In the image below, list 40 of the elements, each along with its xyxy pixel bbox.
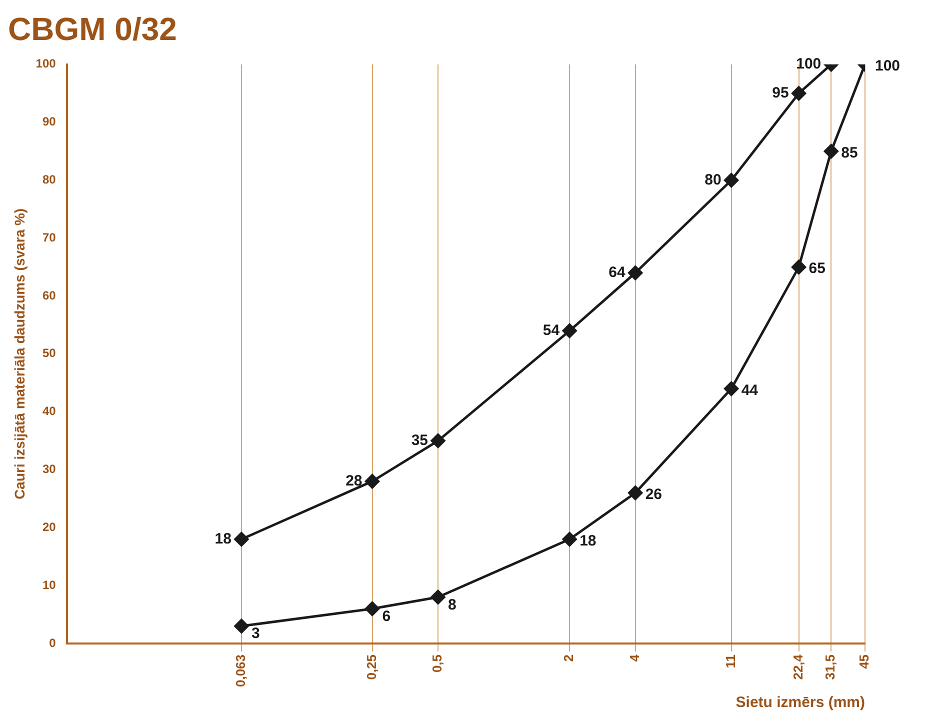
data-label: 85 [841,144,858,162]
data-label: 54 [542,322,560,339]
y-tick-label: 100 [36,56,56,71]
y-tick-label: 70 [42,230,56,244]
y-tick-label: 60 [42,288,56,302]
data-label: 100 [796,56,822,73]
y-tick-label: 80 [42,172,56,187]
data-label: 6 [382,608,391,625]
data-label: 8 [448,596,456,614]
data-label: 80 [704,171,722,188]
data-label: 44 [741,382,759,399]
data-label: 26 [645,486,662,504]
y-tick-label: 40 [42,404,56,418]
data-label: 28 [346,472,362,490]
x-tick-label: 0,25 [364,654,379,680]
x-tick-label: 45 [856,654,872,669]
data-label: 65 [808,260,826,278]
chart-title: CBGM 0/32 [8,11,177,48]
x-tick-label: 31,5 [822,654,838,680]
data-label: 64 [608,264,626,282]
x-tick-label: 2 [561,654,576,662]
y-tick-label: 20 [42,520,56,534]
data-label: 3 [251,625,260,642]
y-tick-label: 90 [42,114,56,129]
y-tick-label: 10 [42,578,56,592]
data-label: 100 [875,58,900,75]
y-tick-label: 0 [49,636,56,650]
x-tick-label: 0,5 [430,654,445,673]
y-tick-label: 50 [42,346,56,360]
data-label: 18 [214,530,232,548]
x-tick-label: 0,063 [233,654,248,688]
x-tick-label: 4 [626,654,642,662]
data-label: 18 [580,532,596,550]
x-tick-label: 22,4 [790,654,806,680]
x-tick-label: 11 [722,654,738,668]
data-label: 35 [411,432,428,449]
x-axis-title: Sietu izmērs (mm) [736,694,865,712]
y-axis-title: Cauri izsijātā materiāla daudzums (svara %) [11,208,28,500]
data-label: 95 [772,84,789,102]
y-tick-label: 30 [42,462,56,476]
